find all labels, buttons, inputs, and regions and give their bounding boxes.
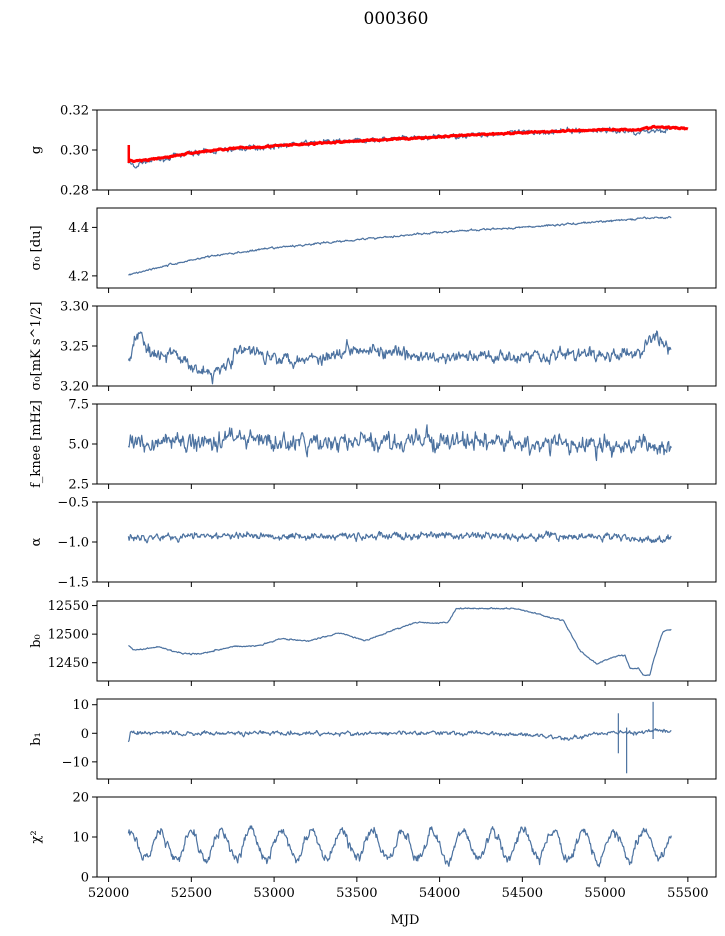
- x-tick-label: 53000: [253, 886, 294, 901]
- y-tick-label: 10: [72, 831, 89, 846]
- panel-6-data-line: [128, 606, 672, 677]
- x-axis-label: MJD: [391, 913, 420, 928]
- panel-6: 12450 12500 12550 b₀: [29, 599, 717, 686]
- panel-4-ylabel: f_knee [mHz]: [29, 400, 44, 488]
- y-tick-label: 2.5: [68, 478, 89, 493]
- panel-3-data-line: [127, 330, 672, 385]
- panel-3: 3.20 3.25 3.30 σ₀[mK s^1/2]: [29, 300, 717, 395]
- panel-7: −10 0 10 b₁: [29, 698, 717, 784]
- panel-2-series: [128, 216, 672, 276]
- panel-2-data-line: [128, 216, 672, 276]
- y-tick-label: 5.0: [68, 438, 89, 453]
- panel-7-ylabel: b₁: [29, 732, 44, 746]
- x-tick-label: 52500: [171, 886, 212, 901]
- panel-8: 0 10 20 52000 52500 53000 53500 54000 54500 55000…: [29, 791, 717, 901]
- figure-title: 000360: [364, 9, 429, 29]
- y-tick-label: 3.25: [60, 340, 89, 355]
- panel-1-frame: [96, 109, 717, 191]
- panel-2-ylabel: σ₀ [du]: [29, 225, 44, 270]
- panel-5-data-line: [127, 530, 672, 544]
- panel-7-series: [127, 701, 672, 774]
- y-tick-label: 3.30: [60, 300, 89, 315]
- y-tick-label: 0.32: [60, 104, 89, 119]
- panel-7-frame: [96, 698, 717, 780]
- y-tick-label: −1.0: [57, 536, 89, 551]
- y-tick-label: 7.5: [68, 398, 89, 413]
- x-tick-label: 54500: [502, 886, 543, 901]
- y-tick-label: 0.28: [60, 184, 89, 199]
- panel-1-ylabel: g: [29, 146, 44, 154]
- panel-8-ylabel: χ²: [29, 830, 44, 843]
- y-tick-label: 3.20: [60, 380, 89, 395]
- panel-5-frame: [96, 501, 717, 583]
- panel-1: 0.28 0.30 0.32 g: [29, 104, 717, 199]
- y-tick-label: 12500: [48, 628, 89, 643]
- x-tick-label: 53500: [336, 886, 377, 901]
- panel-8-series: [127, 825, 672, 868]
- panel-3-series: [127, 330, 672, 385]
- panel-1-series: [127, 124, 689, 169]
- x-tick-label: 55000: [584, 886, 625, 901]
- y-tick-label: −0.5: [57, 496, 89, 511]
- panel-5-series: [127, 530, 672, 544]
- panel-2-frame: [96, 207, 717, 289]
- panel-4: 2.5 5.0 7.5 f_knee [mHz]: [29, 398, 717, 493]
- y-tick-label: −1.5: [57, 576, 89, 591]
- panel-4-frame: [96, 403, 717, 485]
- panel-3-ylabel: σ₀[mK s^1/2]: [29, 302, 44, 391]
- y-tick-label: 4.2: [68, 269, 89, 284]
- y-tick-label: 0.30: [60, 144, 89, 159]
- y-tick-label: 0: [81, 871, 89, 886]
- y-tick-label: 20: [72, 791, 89, 806]
- panel-4-data-line: [127, 424, 672, 462]
- panel-6-frame: [96, 600, 717, 682]
- y-tick-label: 10: [72, 698, 89, 713]
- y-tick-label: −10: [62, 755, 89, 770]
- panel-2: 4.2 4.4 σ₀ [du]: [29, 207, 717, 293]
- x-tick-label: 55500: [667, 886, 708, 901]
- panel-4-series: [127, 424, 672, 462]
- panel-8-data-line: [127, 825, 672, 868]
- panel-1-fit-line: [127, 124, 689, 163]
- x-tick-label: 52000: [88, 886, 129, 901]
- panels: 0.28 0.30 0.32 g 4.2 4.4 σ₀ [du] 3.20 3.25 3.30 σ₀…: [29, 104, 717, 901]
- panel-3-frame: [96, 305, 717, 387]
- panel-7-data-line: [127, 727, 672, 743]
- y-tick-label: 0: [81, 727, 89, 742]
- y-tick-label: 12550: [48, 599, 89, 614]
- panel-6-series: [128, 606, 672, 677]
- panel-5: −1.5 −1.0 −0.5 α: [29, 496, 717, 591]
- panel-1-data-line: [128, 126, 672, 169]
- panel-6-ylabel: b₀: [29, 634, 44, 648]
- x-tick-label: 54000: [419, 886, 460, 901]
- y-tick-label: 12450: [48, 656, 89, 671]
- y-tick-label: 4.4: [68, 221, 89, 236]
- panel-5-ylabel: α: [29, 537, 44, 546]
